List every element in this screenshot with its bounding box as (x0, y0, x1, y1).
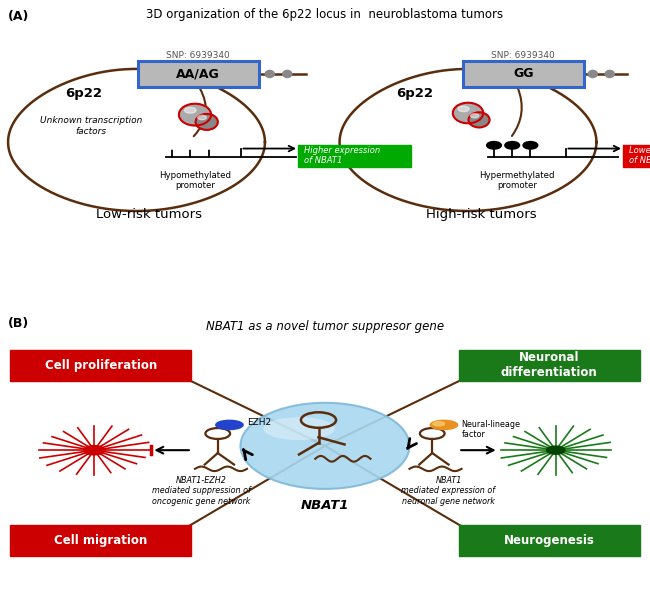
Circle shape (84, 446, 105, 454)
Ellipse shape (198, 115, 207, 120)
Text: GG: GG (513, 67, 534, 80)
FancyBboxPatch shape (298, 145, 411, 167)
Text: NBAT1-EZH2
mediated suppression of
oncogenic gene network: NBAT1-EZH2 mediated suppression of oncog… (152, 476, 251, 506)
Circle shape (505, 142, 519, 149)
Ellipse shape (283, 71, 292, 78)
Circle shape (547, 446, 565, 454)
Text: Low-risk tumors: Low-risk tumors (96, 208, 203, 221)
Ellipse shape (216, 420, 243, 429)
Text: 6p22: 6p22 (396, 87, 434, 100)
Ellipse shape (265, 71, 274, 78)
FancyBboxPatch shape (10, 525, 191, 556)
Ellipse shape (240, 403, 410, 489)
Text: High-risk tumors: High-risk tumors (426, 208, 536, 221)
FancyBboxPatch shape (459, 350, 640, 381)
Text: SNP: 6939340: SNP: 6939340 (166, 51, 230, 60)
Ellipse shape (469, 112, 489, 127)
Circle shape (183, 142, 198, 149)
Ellipse shape (263, 417, 335, 440)
Text: Cell proliferation: Cell proliferation (45, 359, 157, 372)
FancyBboxPatch shape (10, 350, 191, 381)
Ellipse shape (196, 114, 218, 130)
Text: NBAT1: NBAT1 (301, 499, 349, 512)
Text: NBAT1
mediated expression of
neuronal gene network: NBAT1 mediated expression of neuronal ge… (402, 476, 495, 506)
Text: 6p22: 6p22 (65, 87, 102, 100)
Text: Cell migration: Cell migration (54, 534, 148, 547)
Circle shape (202, 142, 216, 149)
Text: EZH2: EZH2 (247, 419, 271, 428)
Text: AA/AG: AA/AG (176, 67, 220, 80)
Ellipse shape (458, 106, 469, 112)
Ellipse shape (179, 103, 211, 126)
FancyBboxPatch shape (623, 145, 650, 167)
Text: Neural-lineage
factor: Neural-lineage factor (462, 420, 521, 440)
Circle shape (165, 142, 179, 149)
FancyBboxPatch shape (463, 62, 584, 87)
Text: Higher expression
of NBAT1: Higher expression of NBAT1 (304, 146, 380, 166)
Circle shape (523, 142, 538, 149)
Ellipse shape (605, 71, 614, 78)
Ellipse shape (471, 114, 479, 118)
Text: Unknown transcription
factors: Unknown transcription factors (40, 116, 142, 136)
Ellipse shape (430, 420, 458, 429)
FancyBboxPatch shape (459, 525, 640, 556)
Text: (A): (A) (8, 10, 29, 23)
Ellipse shape (588, 71, 597, 78)
Text: 3D organization of the 6p22 locus in  neuroblastoma tumors: 3D organization of the 6p22 locus in neu… (146, 8, 504, 21)
Ellipse shape (433, 422, 445, 426)
FancyBboxPatch shape (138, 62, 259, 87)
Ellipse shape (453, 103, 483, 123)
Text: Neuronal
differentiation: Neuronal differentiation (501, 352, 597, 380)
Circle shape (487, 142, 501, 149)
Text: NBAT1 as a novel tumor suppresor gene: NBAT1 as a novel tumor suppresor gene (206, 319, 444, 332)
Text: Lower expression
of NBAT1: Lower expression of NBAT1 (629, 146, 650, 166)
Text: Neurogenesis: Neurogenesis (504, 534, 595, 547)
Text: SNP: 6939340: SNP: 6939340 (491, 51, 555, 60)
Text: Hypermethylated
promoter: Hypermethylated promoter (479, 170, 554, 190)
Text: (B): (B) (8, 317, 29, 329)
Ellipse shape (185, 108, 196, 113)
Text: Hypomethylated
promoter: Hypomethylated promoter (159, 170, 231, 190)
